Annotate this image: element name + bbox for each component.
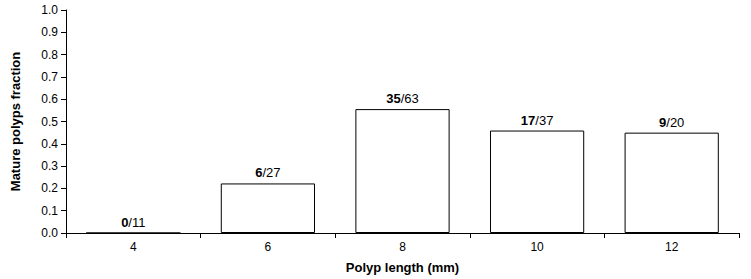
svg-text:0.7: 0.7 [41,70,58,84]
svg-text:Polyp length (mm): Polyp length (mm) [346,260,459,275]
svg-text:4: 4 [130,240,137,254]
svg-text:/11: /11 [128,215,145,230]
svg-text:0: 0 [121,215,128,230]
svg-text:6: 6 [265,240,272,254]
svg-text:35: 35 [386,91,400,106]
svg-text:0.3: 0.3 [41,159,58,173]
svg-text:9: 9 [659,115,666,130]
svg-text:/20: /20 [666,115,684,130]
svg-text:/37: /37 [535,113,553,128]
svg-text:1.0: 1.0 [41,3,58,17]
svg-text:0.2: 0.2 [41,181,58,195]
svg-text:6: 6 [255,165,262,180]
svg-text:10: 10 [530,240,544,254]
svg-text:0.8: 0.8 [41,48,58,62]
svg-text:0.0: 0.0 [41,226,58,240]
svg-text:0.9: 0.9 [41,25,58,39]
svg-text:/27: /27 [262,165,280,180]
svg-text:12: 12 [665,240,679,254]
svg-text:0.4: 0.4 [41,137,58,151]
svg-text:Mature polyps fraction: Mature polyps fraction [8,52,23,191]
svg-text:0.6: 0.6 [41,92,58,106]
svg-text:/63: /63 [401,91,419,106]
svg-text:17: 17 [521,113,535,128]
svg-text:8: 8 [399,240,406,254]
svg-text:0.1: 0.1 [41,204,58,218]
svg-text:0.5: 0.5 [41,115,58,129]
